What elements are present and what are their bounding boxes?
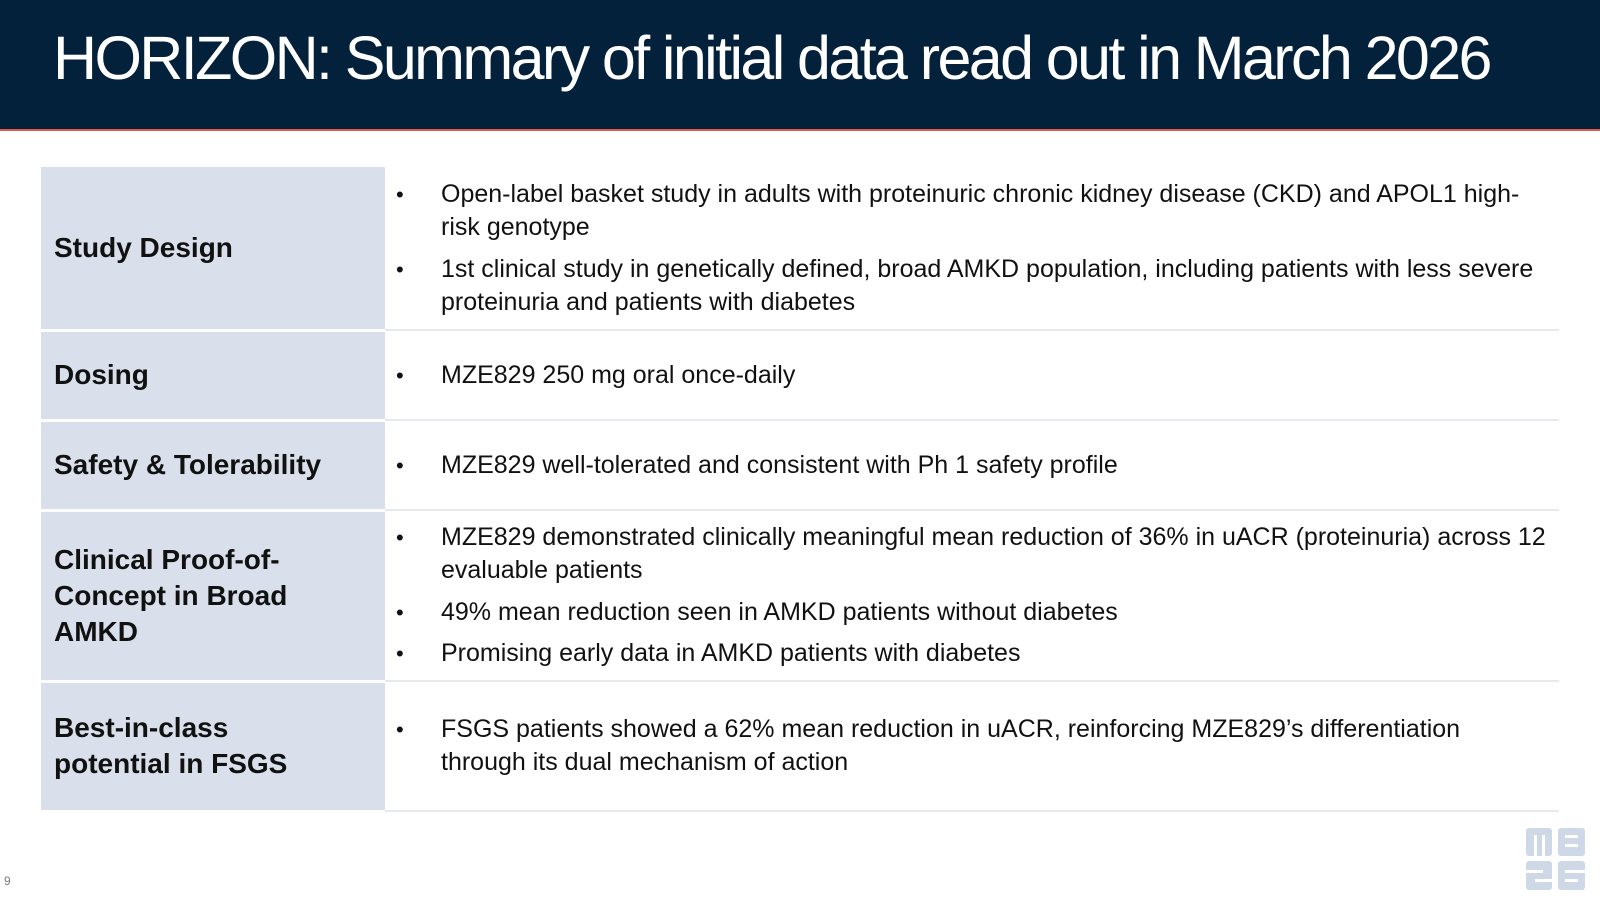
slide-header: HORIZON: Summary of initial data read ou… — [0, 0, 1600, 131]
bullet-item: • 1st clinical study in genetically defin… — [395, 253, 1549, 319]
bullet-icon: • — [396, 717, 404, 742]
bullet-text: MZE829 250 mg oral once-daily — [441, 360, 796, 389]
table-row-safety: Safety & Tolerability • MZE829 well-toler… — [41, 420, 1559, 512]
row-label-study-design: Study Design — [41, 167, 385, 332]
bullet-icon: • — [396, 181, 404, 207]
bullet-item: • MZE829 demonstrated clinically meaningf… — [395, 521, 1549, 587]
summary-table: Study Design • Open-label basket study in… — [41, 167, 1559, 813]
table-row-clinical-poc: Clinical Proof-of-Concept in Broad AMKD … — [41, 510, 1559, 683]
row-label-text: Best-in-class potential in FSGS — [54, 712, 288, 779]
row-content-dosing: • MZE829 250 mg oral once-daily — [385, 330, 1559, 421]
bullet-icon: • — [396, 256, 404, 282]
row-content-safety: • MZE829 well-tolerated and consistent wi… — [385, 420, 1559, 511]
page-number: 9 — [4, 874, 11, 888]
bullet-text: MZE829 demonstrated clinically meaningfu… — [441, 523, 1546, 584]
row-label-best-in-class: Best-in-class potential in FSGS — [41, 681, 385, 813]
maze-logo-icon — [1526, 828, 1585, 890]
row-label-safety: Safety & Tolerability — [41, 420, 385, 512]
bullet-item: • Promising early data in AMKD patients w… — [395, 637, 1549, 670]
bullet-item: • MZE829 250 mg oral once-daily — [395, 359, 1549, 392]
row-content-best-in-class: • FSGS patients showed a 62% mean reducti… — [385, 681, 1559, 812]
bullet-item: • MZE829 well-tolerated and consistent wi… — [395, 449, 1549, 482]
bullet-list: • MZE829 well-tolerated and consistent wi… — [395, 449, 1549, 482]
row-label-dosing: Dosing — [41, 330, 385, 422]
table-row-study-design: Study Design • Open-label basket study in… — [41, 167, 1559, 332]
row-label-text: Clinical Proof-of-Concept in Broad AMKD — [54, 543, 288, 647]
bullet-text: 1st clinical study in genetically define… — [441, 254, 1534, 316]
bullet-text: Promising early data in AMKD patients wi… — [441, 639, 1021, 667]
bullet-icon: • — [396, 452, 404, 478]
bullet-text: FSGS patients showed a 62% mean reductio… — [441, 715, 1461, 776]
row-label-clinical-poc: Clinical Proof-of-Concept in Broad AMKD — [41, 510, 385, 683]
bullet-icon: • — [396, 362, 404, 388]
table-row-best-in-class: Best-in-class potential in FSGS • FSGS pa… — [41, 681, 1559, 813]
bullet-item: • 49% mean reduction seen in AMKD patient… — [395, 596, 1549, 629]
bullet-list: • MZE829 demonstrated clinically meaningf… — [395, 521, 1549, 670]
bullet-list: • MZE829 250 mg oral once-daily — [395, 359, 1549, 392]
bullet-list: • Open-label basket study in adults with … — [395, 178, 1549, 319]
bullet-list: • FSGS patients showed a 62% mean reducti… — [395, 713, 1549, 779]
bullet-text: 49% mean reduction seen in AMKD patients… — [441, 598, 1118, 626]
bullet-icon: • — [396, 641, 404, 666]
bullet-item: • Open-label basket study in adults with … — [395, 178, 1549, 244]
bullet-icon: • — [396, 525, 404, 550]
bullet-text: Open-label basket study in adults with p… — [441, 179, 1520, 241]
slide-title: HORIZON: Summary of initial data read ou… — [53, 24, 1492, 92]
row-content-clinical-poc: • MZE829 demonstrated clinically meaningf… — [385, 510, 1559, 682]
table-row-dosing: Dosing • MZE829 250 mg oral once-daily — [41, 330, 1559, 422]
row-content-study-design: • Open-label basket study in adults with … — [385, 167, 1559, 331]
bullet-text: MZE829 well-tolerated and consistent wit… — [441, 450, 1118, 479]
bullet-item: • FSGS patients showed a 62% mean reducti… — [395, 713, 1549, 779]
bullet-icon: • — [396, 600, 404, 625]
